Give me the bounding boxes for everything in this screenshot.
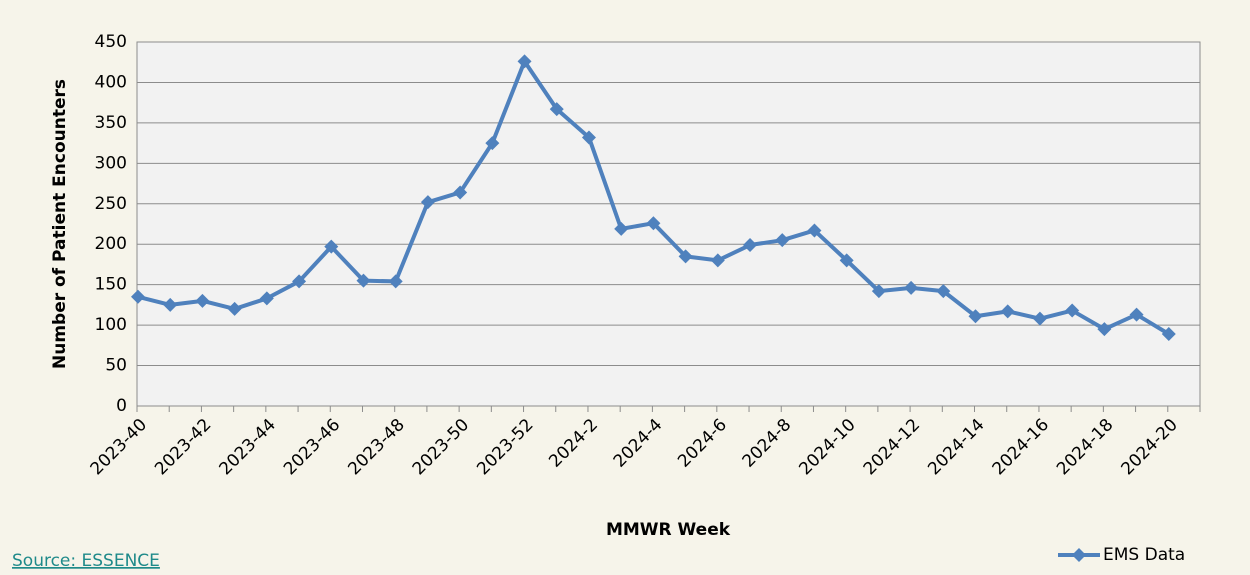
- x-tick-label: 2023-50: [409, 415, 473, 479]
- x-tick-label: 2023-46: [280, 415, 344, 479]
- point-marker: [420, 195, 435, 210]
- point-marker: [453, 185, 468, 200]
- point-marker: [517, 54, 532, 69]
- point-marker: [775, 233, 790, 248]
- point-marker: [195, 293, 210, 308]
- point-marker: [1065, 303, 1080, 318]
- x-tick-label: 2024-4: [610, 415, 667, 472]
- point-marker: [710, 253, 725, 268]
- y-tick-label: 50: [105, 356, 127, 376]
- point-marker: [324, 239, 339, 254]
- point-marker: [259, 291, 274, 306]
- y-tick-label: 150: [95, 275, 127, 295]
- point-marker: [549, 102, 564, 117]
- x-tick-label: 2023-40: [87, 415, 151, 479]
- point-marker: [485, 136, 500, 151]
- x-tick-label: 2023-44: [216, 415, 280, 479]
- point-marker: [743, 238, 758, 253]
- point-marker: [1129, 307, 1144, 322]
- point-marker: [1000, 304, 1015, 319]
- x-tick-label: 2024-2: [545, 415, 602, 472]
- point-marker: [581, 130, 596, 145]
- x-tick-label: 2024-8: [739, 415, 796, 472]
- x-tick-label: 2023-42: [151, 415, 215, 479]
- point-marker: [904, 280, 919, 295]
- point-marker: [292, 274, 307, 289]
- point-marker: [356, 273, 371, 288]
- x-tick-label: 2024-10: [795, 415, 859, 479]
- legend-label: EMS Data: [1103, 545, 1185, 565]
- y-tick-label: 250: [95, 194, 127, 214]
- x-tick-label: 2024-12: [860, 415, 924, 479]
- y-tick-label: 100: [95, 315, 127, 335]
- legend-marker: [1072, 548, 1086, 562]
- source-link[interactable]: Source: ESSENCE: [12, 551, 160, 571]
- x-tick-label: 2024-14: [924, 415, 988, 479]
- point-marker: [131, 289, 145, 304]
- x-tick-label: 2024-16: [989, 415, 1053, 479]
- source-text[interactable]: Source: ESSENCE: [12, 551, 160, 571]
- x-tick-label: 2024-6: [674, 415, 731, 472]
- y-tick-label: 200: [95, 234, 127, 254]
- y-tick-label: 300: [95, 153, 127, 173]
- point-marker: [646, 216, 661, 231]
- y-tick-label: 0: [116, 396, 127, 416]
- point-marker: [614, 221, 629, 236]
- y-tick-label: 400: [95, 72, 127, 92]
- x-axis-title: MMWR Week: [606, 520, 731, 540]
- point-marker: [1161, 327, 1176, 342]
- point-marker: [227, 301, 242, 316]
- point-marker: [678, 249, 693, 264]
- point-marker: [936, 284, 951, 299]
- point-marker: [1097, 322, 1112, 337]
- point-marker: [871, 284, 886, 299]
- x-tick-label: 2023-52: [473, 415, 537, 479]
- point-marker: [388, 274, 403, 289]
- x-tick-label: 2024-18: [1053, 415, 1117, 479]
- x-tick-label: 2023-48: [344, 415, 408, 479]
- point-marker: [163, 297, 178, 312]
- point-marker: [968, 309, 983, 324]
- point-marker: [839, 253, 854, 268]
- point-marker: [1032, 311, 1047, 326]
- y-axis-title: Number of Patient Encounters: [50, 79, 70, 369]
- y-tick-label: 350: [95, 113, 127, 133]
- point-marker: [807, 223, 822, 238]
- plot-area: [136, 41, 1201, 407]
- x-tick-label: 2024-20: [1117, 415, 1181, 479]
- y-tick-label: 450: [95, 32, 127, 52]
